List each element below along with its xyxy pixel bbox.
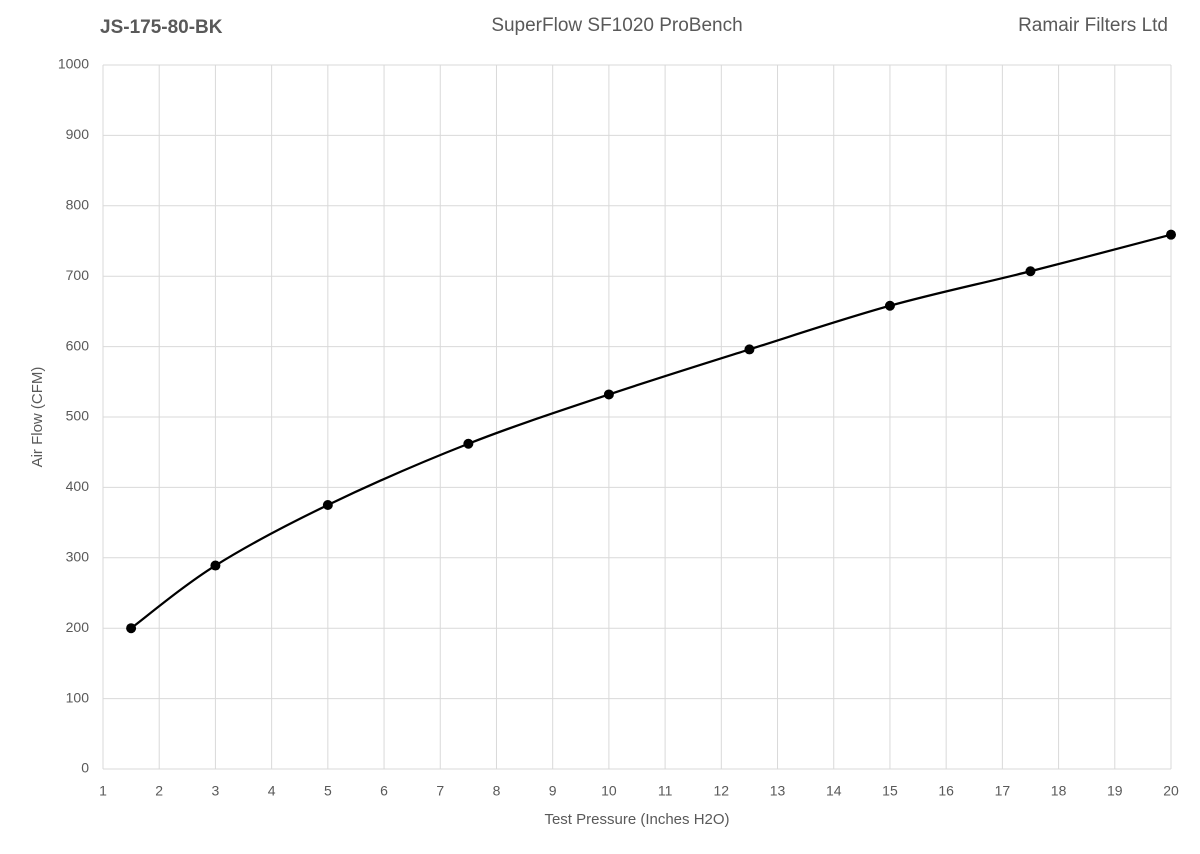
data-point xyxy=(884,300,895,311)
data-point xyxy=(1166,229,1176,240)
x-tick-label: 14 xyxy=(826,783,842,799)
header-left: JS-175-80-BK xyxy=(100,17,223,38)
data-line xyxy=(130,233,1172,630)
y-tick-label: 0 xyxy=(81,760,89,776)
x-tick-label: 7 xyxy=(436,783,444,799)
y-tick-label: 200 xyxy=(66,619,90,635)
x-tick-label: 3 xyxy=(212,783,220,799)
x-tick-label: 15 xyxy=(882,783,898,799)
x-tick-label: 12 xyxy=(714,783,730,799)
y-tick-label: 600 xyxy=(66,337,90,353)
x-tick-label: 6 xyxy=(380,783,388,799)
data-point xyxy=(744,344,755,355)
y-tick-label: 1000 xyxy=(58,56,89,72)
data-point xyxy=(463,438,474,449)
x-tick-label: 10 xyxy=(601,783,617,799)
data-point xyxy=(1025,266,1036,277)
data-point xyxy=(603,389,614,400)
y-tick-label: 700 xyxy=(66,267,90,283)
x-tick-label: 19 xyxy=(1107,783,1123,799)
y-axis-label: Air Flow (CFM) xyxy=(29,367,46,468)
y-tick-label: 500 xyxy=(66,408,90,424)
x-tick-label: 11 xyxy=(658,783,673,799)
data-point xyxy=(322,500,333,510)
x-tick-label: 20 xyxy=(1163,783,1179,799)
x-tick-label: 9 xyxy=(549,783,557,799)
data-point xyxy=(210,560,221,571)
y-tick-label: 800 xyxy=(66,197,90,213)
x-tick-label: 4 xyxy=(268,783,276,799)
x-axis-label: Test Pressure (Inches H2O) xyxy=(544,811,729,828)
x-tick-label: 5 xyxy=(324,783,332,799)
y-tick-label: 400 xyxy=(66,478,90,494)
x-tick-label: 13 xyxy=(770,783,786,799)
x-tick-label: 1 xyxy=(99,783,107,799)
chart-title: SuperFlow SF1020 ProBench xyxy=(491,15,742,36)
y-tick-label: 900 xyxy=(66,126,90,142)
y-tick-label: 100 xyxy=(66,689,90,705)
x-tick-label: 17 xyxy=(995,783,1011,799)
x-tick-label: 18 xyxy=(1051,783,1067,799)
header-right: Ramair Filters Ltd xyxy=(1018,15,1168,36)
data-point xyxy=(126,623,137,634)
y-tick-label: 300 xyxy=(66,549,90,565)
x-tick-label: 8 xyxy=(493,783,501,799)
x-tick-label: 16 xyxy=(938,783,954,799)
x-tick-label: 2 xyxy=(155,783,163,799)
